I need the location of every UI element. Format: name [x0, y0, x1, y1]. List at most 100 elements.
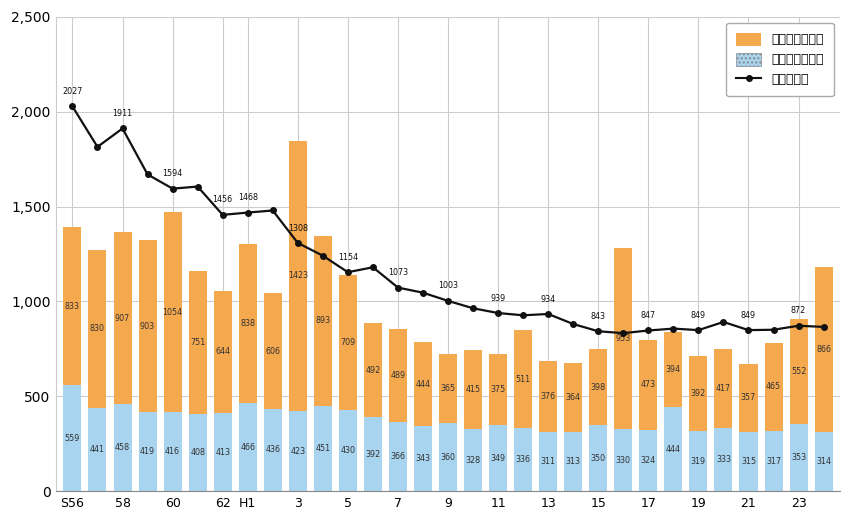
Text: 416: 416 [165, 448, 180, 456]
Bar [740, 431, 757, 491]
Bar [689, 356, 707, 431]
Bar [790, 319, 808, 424]
Bar [214, 413, 231, 491]
Text: 465: 465 [766, 382, 781, 391]
Text: 353: 353 [791, 453, 806, 462]
Text: 314: 314 [816, 457, 831, 466]
Text: 849: 849 [691, 311, 706, 320]
Text: 444: 444 [665, 445, 681, 454]
Text: 1154: 1154 [338, 253, 358, 262]
Bar [64, 227, 82, 385]
Text: 392: 392 [365, 450, 380, 458]
Bar [364, 417, 382, 491]
Text: 934: 934 [540, 294, 556, 304]
Bar [113, 404, 132, 491]
Text: 451: 451 [315, 444, 330, 453]
Bar [339, 275, 357, 410]
Bar [314, 406, 332, 491]
Text: 394: 394 [665, 365, 681, 374]
Text: 1456: 1456 [213, 195, 232, 204]
Text: 847: 847 [641, 311, 656, 320]
Bar [665, 407, 683, 491]
Text: 328: 328 [465, 456, 481, 465]
Text: 444: 444 [415, 379, 431, 389]
Bar [715, 349, 733, 428]
Bar [288, 411, 307, 491]
Text: 313: 313 [566, 457, 580, 466]
Text: 311: 311 [540, 457, 556, 466]
Text: 330: 330 [616, 455, 631, 465]
Text: 319: 319 [691, 456, 706, 466]
Text: 343: 343 [415, 454, 431, 463]
Bar [238, 403, 257, 491]
Text: 413: 413 [215, 448, 230, 456]
Text: 1594: 1594 [163, 169, 183, 178]
Bar [589, 349, 608, 425]
Text: 1911: 1911 [112, 109, 133, 118]
Text: 849: 849 [741, 311, 756, 320]
Bar [589, 425, 608, 491]
Bar [89, 250, 106, 407]
Bar [514, 330, 532, 428]
Bar [389, 422, 407, 491]
Bar [715, 428, 733, 491]
Text: 365: 365 [441, 384, 455, 393]
Text: 315: 315 [741, 457, 756, 466]
Bar [364, 324, 382, 417]
Text: 458: 458 [115, 443, 130, 452]
Text: 559: 559 [65, 434, 80, 443]
Bar [564, 363, 582, 432]
Text: 336: 336 [516, 455, 531, 464]
Bar [139, 412, 157, 491]
Text: 751: 751 [190, 338, 205, 347]
Bar [288, 141, 307, 411]
Text: 360: 360 [441, 453, 455, 462]
Bar [238, 244, 257, 403]
Bar [814, 432, 832, 491]
Text: 1073: 1073 [388, 268, 408, 277]
Bar [489, 354, 507, 425]
Text: 398: 398 [591, 382, 606, 392]
Text: 552: 552 [791, 367, 806, 376]
Text: 830: 830 [90, 324, 105, 333]
Text: 419: 419 [140, 447, 155, 456]
Text: 349: 349 [490, 454, 505, 463]
Text: 441: 441 [90, 445, 105, 454]
Text: 392: 392 [691, 389, 706, 398]
Bar [389, 329, 407, 422]
Bar [89, 407, 106, 491]
Bar [540, 432, 557, 491]
Text: 364: 364 [566, 393, 580, 402]
Bar [665, 332, 683, 407]
Text: 903: 903 [140, 321, 155, 330]
Bar [464, 429, 482, 491]
Text: 324: 324 [641, 456, 656, 465]
Bar [439, 423, 457, 491]
Bar [264, 408, 282, 491]
Bar [464, 350, 482, 429]
Bar [540, 361, 557, 432]
Bar [639, 430, 657, 491]
Text: 838: 838 [240, 319, 255, 328]
Bar [414, 342, 432, 426]
Text: 644: 644 [215, 348, 230, 356]
Text: 417: 417 [716, 384, 731, 393]
Text: 606: 606 [266, 346, 280, 355]
Text: 375: 375 [490, 385, 505, 394]
Bar [163, 412, 181, 491]
Bar [64, 385, 82, 491]
Bar [439, 354, 457, 423]
Text: 1308: 1308 [288, 224, 308, 232]
Text: 473: 473 [641, 380, 656, 389]
Text: 1003: 1003 [438, 281, 458, 290]
Text: 843: 843 [591, 312, 606, 321]
Bar [639, 340, 657, 430]
Text: 333: 333 [716, 455, 731, 464]
Text: 1468: 1468 [237, 193, 258, 202]
Bar [564, 432, 582, 491]
Text: 430: 430 [340, 446, 356, 455]
Bar [790, 424, 808, 491]
Bar [189, 414, 207, 491]
Text: 415: 415 [465, 385, 481, 394]
Text: 2027: 2027 [62, 87, 83, 96]
